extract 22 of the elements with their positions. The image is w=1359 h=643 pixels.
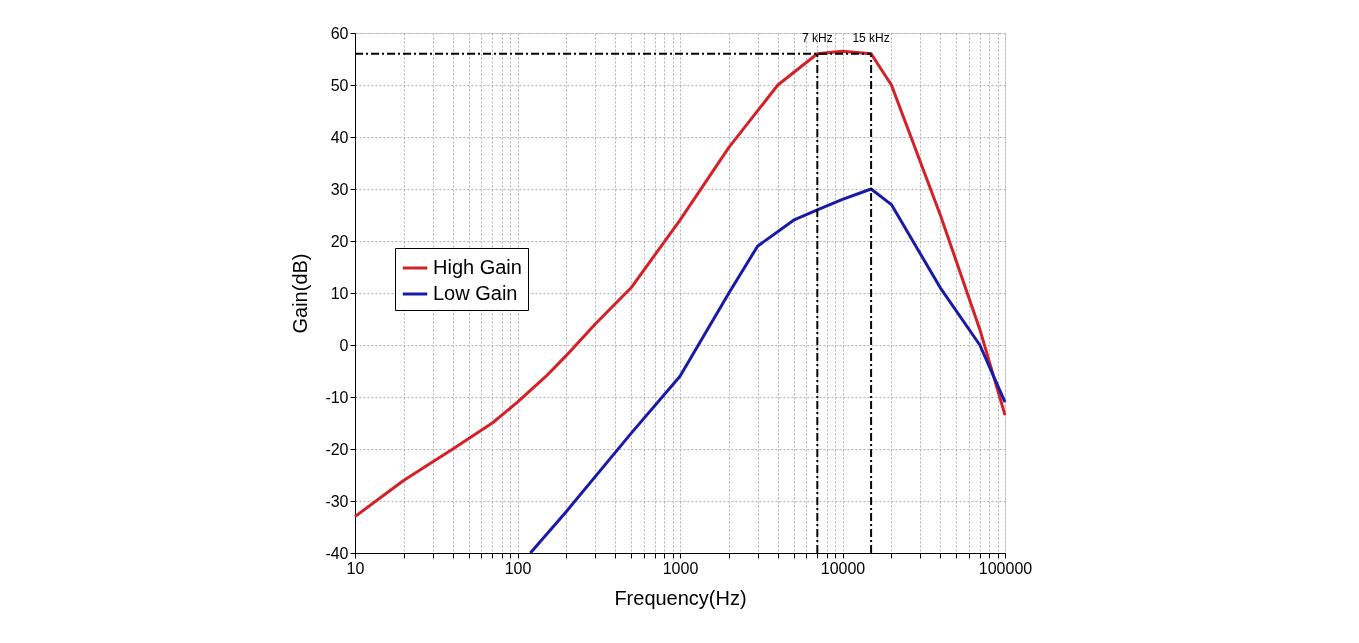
y-tick-label: 0 — [339, 336, 349, 354]
y-tick-label: 10 — [330, 284, 349, 302]
x-tick-label: 10000 — [820, 559, 866, 577]
x-axis-title: Frequency(Hz) — [614, 586, 747, 609]
y-tick-label: -40 — [325, 544, 349, 562]
legend-label: High Gain — [433, 256, 522, 278]
y-tick-label: -10 — [325, 388, 349, 406]
x-tick-label: 100 — [504, 559, 532, 577]
x-tick-label: 1000 — [662, 559, 699, 577]
y-tick-label: -20 — [325, 440, 349, 458]
y-tick-label: 60 — [330, 24, 349, 42]
x-tick-label: 10 — [346, 559, 365, 577]
y-axis-title: Gain(dB) — [289, 253, 312, 334]
legend-label: Low Gain — [433, 282, 518, 304]
y-tick-label: 30 — [330, 180, 349, 198]
annotation: 15 kHz — [852, 30, 890, 45]
y-tick-label: 40 — [330, 128, 349, 146]
y-tick-label: 50 — [330, 76, 349, 94]
annotation: 7 kHz — [801, 30, 833, 45]
y-tick-label: -30 — [325, 492, 349, 510]
y-tick-label: 20 — [330, 232, 349, 250]
x-tick-label: 100000 — [978, 559, 1033, 577]
